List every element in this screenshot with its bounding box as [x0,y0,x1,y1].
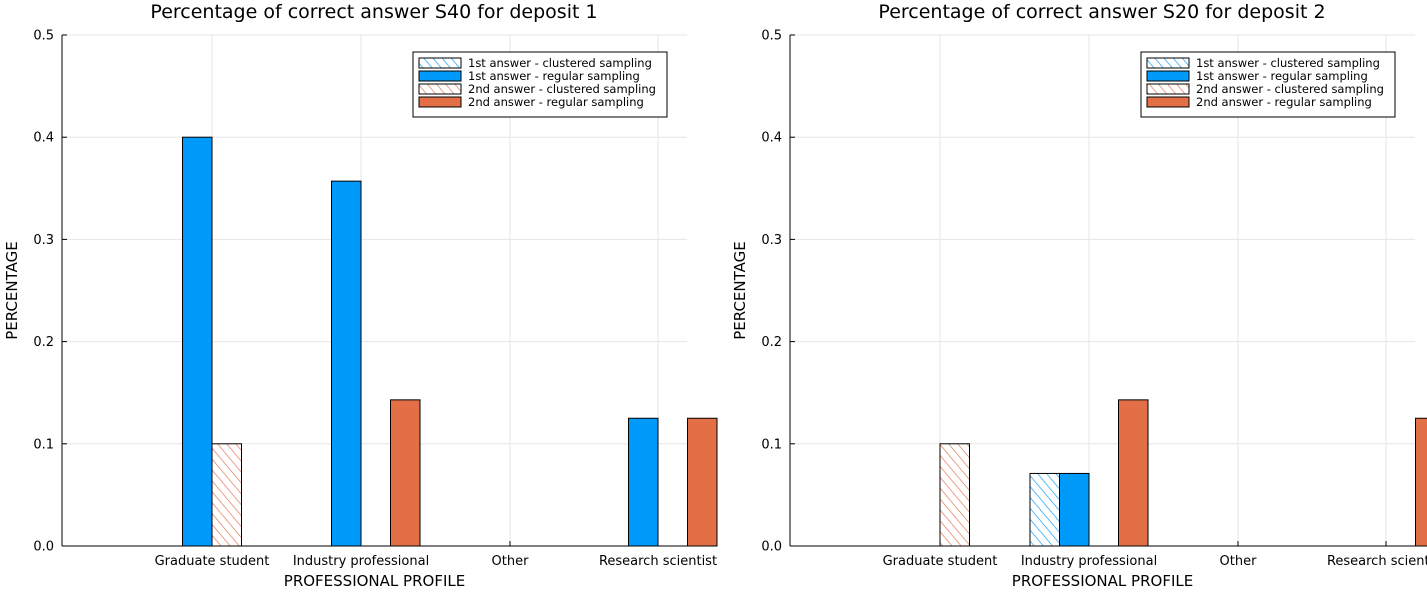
legend-swatch [1146,57,1190,69]
legend-label: 1st answer - regular sampling [1196,69,1368,83]
y-tick-label: 0.1 [33,437,54,452]
x-tick-label: Other [492,554,530,569]
x-axis-label: PROFESSIONAL PROFILE [284,572,465,590]
bar-2-2 [1059,472,1090,547]
bar-4-4 [687,417,718,547]
legend-label: 2nd answer - regular sampling [1196,95,1372,109]
legend-swatch [1146,83,1190,95]
bar-2-2 [331,180,362,547]
chart-panel-1: 0.0 0.1 0.2 0.3 0.4 0.5 Graduate student Indust… [3,1,718,590]
legend-swatch [1146,70,1190,82]
chart-title: Percentage of correct answer S20 for dep… [878,1,1325,23]
chart-title: Percentage of correct answer S40 for dep… [150,1,597,23]
y-tick-label: 0.1 [761,437,782,452]
bar-1-2 [1029,472,1060,547]
x-tick-label: Industry professional [293,554,429,569]
legend-swatch [418,83,462,95]
x-tick-label: Graduate student [883,554,998,569]
y-tick-label: 0.3 [761,233,782,248]
y-tick-label: 0.0 [761,540,782,555]
legend-label: 2nd answer - clustered sampling [1196,82,1384,96]
bar-4-2 [390,399,421,547]
bar-3-1 [939,443,970,547]
y-tick-label: 0.2 [33,335,54,350]
y-tick-label: 0.0 [33,540,54,555]
legend-label: 1st answer - regular sampling [468,69,640,83]
legend-label: 1st answer - clustered sampling [468,56,652,70]
legend-swatch [418,70,462,82]
x-tick-label: Research scientist [1327,554,1427,569]
x-tick-label: Other [1220,554,1258,569]
y-axis-label: PERCENTAGE [3,241,21,339]
y-axis-label: PERCENTAGE [731,241,749,339]
legend-swatch [1146,96,1190,108]
bar-2-1 [182,136,213,547]
legend-label: 2nd answer - clustered sampling [468,82,656,96]
bar-4-4 [1415,417,1427,547]
bar-4-2 [1118,399,1149,547]
y-tick-label: 0.5 [761,29,782,44]
y-tick-label: 0.4 [33,131,54,146]
x-tick-label: Industry professional [1021,554,1157,569]
chart-panel-2: 0.0 0.1 0.2 0.3 0.4 0.5 Graduate student Indust… [731,1,1427,590]
x-tick-label: Research scientist [599,554,717,569]
bar-2-4 [628,417,659,547]
bar-3-1 [211,443,242,547]
legend-swatch [418,57,462,69]
y-tick-label: 0.5 [33,29,54,44]
y-tick-label: 0.4 [761,131,782,146]
legend-label: 2nd answer - regular sampling [468,95,644,109]
y-tick-label: 0.3 [33,233,54,248]
legend-swatch [418,96,462,108]
x-tick-label: Graduate student [155,554,270,569]
legend-label: 1st answer - clustered sampling [1196,56,1380,70]
y-tick-label: 0.2 [761,335,782,350]
x-axis-label: PROFESSIONAL PROFILE [1012,572,1193,590]
